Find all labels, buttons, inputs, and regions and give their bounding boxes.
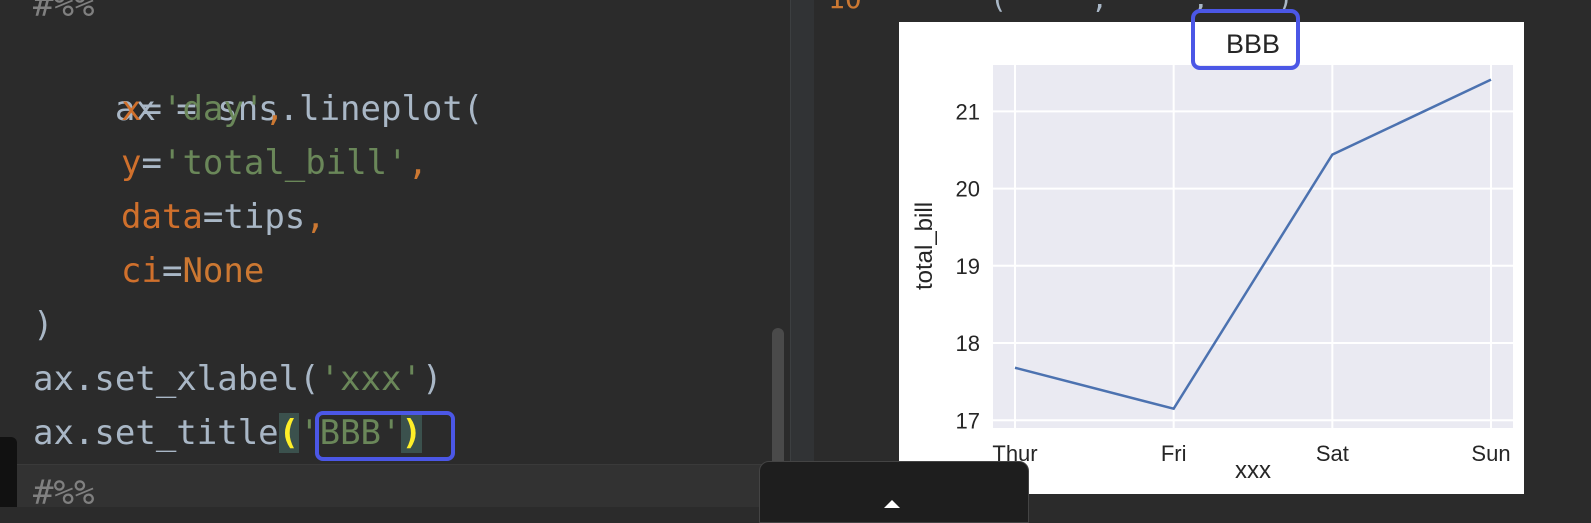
code-token: ( [278,413,300,453]
cursor-caret-icon [884,500,900,508]
y-tick-label: 19 [956,254,980,279]
code-token: y [121,143,142,183]
code-token: 'xxx' [319,359,422,399]
pane-divider[interactable] [790,0,815,507]
y-tick-label: 20 [956,177,980,202]
code-token: = [141,89,162,129]
chart-title: BBB [1226,29,1280,59]
tooltip-panel [759,461,1029,523]
cell-marker-top: #%% [33,0,95,25]
chart-figure: Thur Fri Sat Sun 17 18 19 20 21 BBB xxx total_bi… [899,22,1524,494]
code-line-2[interactable]: x='day', [121,82,285,136]
code-token: ax = sns.lineplot( [114,89,484,129]
code-token: None [182,251,265,291]
series-line [1014,78,1492,411]
x-tick-label: Sat [1316,441,1349,466]
x-tick-label: Sun [1471,441,1510,466]
x-tick-label: Fri [1161,441,1187,466]
y-tick-label: 17 [956,408,980,433]
code-token: , [264,89,285,129]
code-token: , [407,143,429,183]
code-highlight-box [315,411,455,461]
code-token: ) [33,305,54,345]
cell-marker-bottom: #%% [33,473,95,507]
title-highlight-box [1191,9,1300,70]
code-token: tips [223,197,306,237]
plot-area [993,65,1513,428]
y-tick-label: 21 [956,99,980,124]
code-token: , [305,197,326,237]
code-token: ax.set_title [33,413,279,453]
code-token: ax.set_xlabel( [33,359,320,399]
code-token: data [121,197,203,237]
code-line-4[interactable]: data=tips, [121,190,326,244]
code-editor[interactable]: #%% ax = sns.lineplot( x='day', y='total… [0,0,790,507]
code-line-1[interactable]: ax = sns.lineplot( [33,28,483,129]
code-line-3[interactable]: y='total_bill', [121,136,428,190]
x-axis-label: xxx [1235,457,1271,484]
code-token: ci [121,251,162,291]
output-prompt-number: 10 [828,0,862,15]
y-tick-label: 18 [956,331,980,356]
code-token: 'total_bill' [161,143,408,183]
code-token: ) [401,413,422,453]
editor-scrollbar[interactable] [772,328,784,468]
code-token: x [121,89,142,129]
code-line-7[interactable]: ax.set_xlabel('xxx') [33,352,442,406]
code-token: = [161,251,183,291]
code-line-5[interactable]: ci=None [121,244,264,298]
y-axis-label: total_bill [911,202,938,290]
code-token: = [202,197,224,237]
code-line-6[interactable]: ) [33,298,53,352]
code-token: 'day' [161,89,265,129]
gutter-overlay [0,437,17,507]
code-token: = [141,143,162,183]
current-line-highlight [0,464,790,507]
code-token: ) [421,359,443,399]
